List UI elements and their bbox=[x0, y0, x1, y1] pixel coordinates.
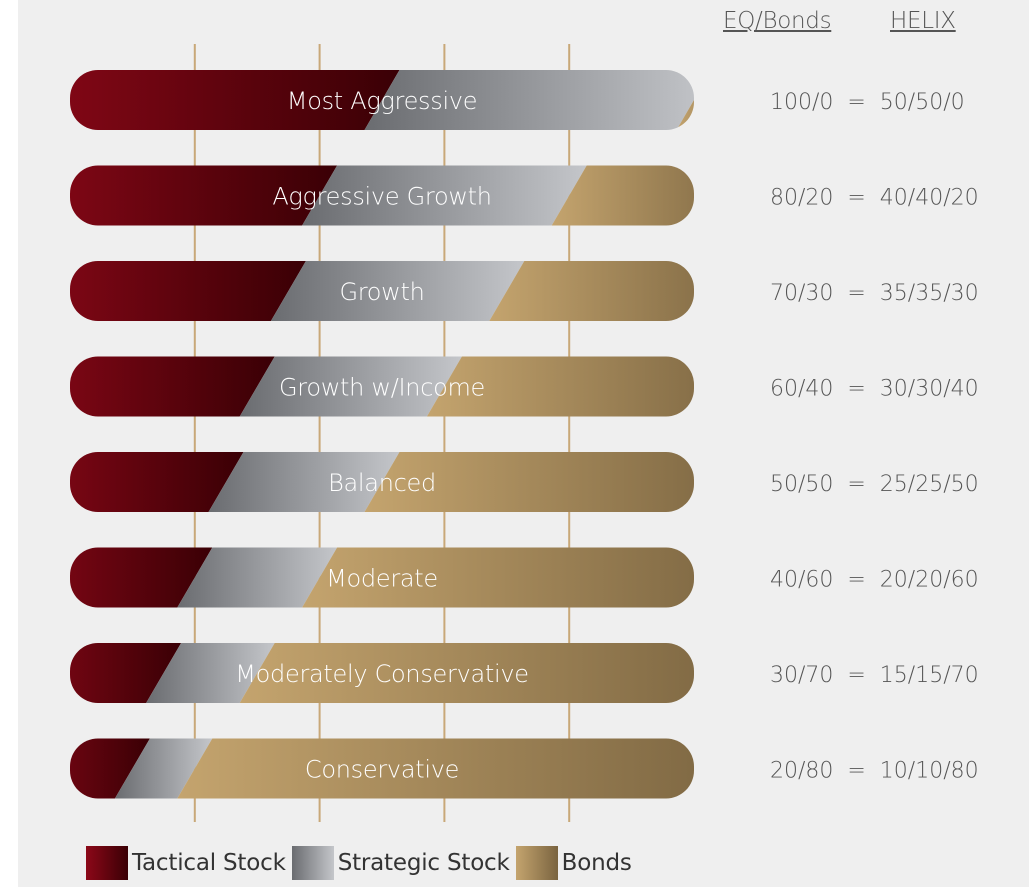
strategic-segment bbox=[364, 70, 694, 130]
header-helix: HELIX bbox=[890, 8, 956, 34]
strategic-segment bbox=[239, 356, 462, 417]
bar-label: Balanced bbox=[328, 469, 436, 497]
bonds-segment bbox=[364, 452, 694, 512]
header-eq-bonds: EQ/Bonds bbox=[723, 8, 832, 34]
bonds-segment bbox=[239, 643, 694, 703]
strategic-segment bbox=[114, 738, 213, 799]
ratio-label: 50/50 = 25/25/50 bbox=[770, 472, 979, 497]
tactical-segment bbox=[70, 261, 306, 321]
legend-label-bonds: Bonds bbox=[561, 850, 632, 876]
allocation-bar: Moderately Conservative 30/70 = 15/15/70 bbox=[70, 643, 979, 703]
strategic-segment bbox=[208, 452, 400, 512]
tactical-segment bbox=[70, 738, 150, 799]
tactical-swatch bbox=[86, 846, 128, 880]
bonds-segment bbox=[551, 165, 694, 226]
bar-label: Most Aggressive bbox=[287, 87, 477, 115]
ratio-label: 60/40 = 30/30/40 bbox=[770, 377, 979, 402]
allocation-bar: Most Aggressive 100/0 = 50/50/0 bbox=[70, 70, 965, 130]
legend-item-strategic: Strategic Stock bbox=[291, 846, 510, 880]
bonds-segment bbox=[177, 738, 694, 799]
strategic-segment bbox=[270, 261, 525, 321]
strategic-segment bbox=[302, 165, 587, 226]
bar-label: Moderately Conservative bbox=[235, 660, 529, 688]
tactical-segment bbox=[70, 70, 400, 130]
allocation-bar: Growth 70/30 = 35/35/30 bbox=[70, 261, 979, 321]
ratio-label: 30/70 = 15/15/70 bbox=[770, 663, 979, 688]
allocation-bar: Conservative 20/80 = 10/10/80 bbox=[70, 738, 979, 799]
strategic-segment bbox=[146, 643, 275, 703]
ratio-label: 20/80 = 10/10/80 bbox=[770, 759, 979, 784]
legend: Tactical Stock Strategic Stock Bonds bbox=[86, 846, 638, 880]
ratio-label: 70/30 = 35/35/30 bbox=[770, 281, 979, 306]
allocation-bar: Growth w/Income 60/40 = 30/30/40 bbox=[70, 356, 979, 417]
bar-label: Growth w/Income bbox=[279, 374, 485, 402]
tactical-segment bbox=[70, 643, 182, 703]
legend-item-tactical: Tactical Stock bbox=[86, 846, 286, 880]
bar-label: Aggressive Growth bbox=[272, 183, 491, 211]
bonds-segment bbox=[489, 261, 694, 321]
chart-panel: Most Aggressive 100/0 = 50/50/0 Aggressive… bbox=[18, 0, 1029, 887]
ratio-label: 40/60 = 20/20/60 bbox=[770, 568, 979, 593]
ratio-label: 100/0 = 50/50/0 bbox=[770, 90, 965, 115]
bonds-segment bbox=[302, 547, 694, 608]
tactical-segment bbox=[70, 452, 244, 512]
ratio-label: 80/20 = 40/40/20 bbox=[770, 186, 979, 211]
bar-label: Growth bbox=[339, 278, 424, 306]
legend-item-bonds: Bonds bbox=[515, 846, 632, 880]
tactical-segment bbox=[70, 165, 338, 226]
allocation-bar: Moderate 40/60 = 20/20/60 bbox=[70, 547, 979, 608]
legend-label-strategic: Strategic Stock bbox=[337, 850, 510, 876]
tactical-segment bbox=[70, 547, 213, 608]
bonds-swatch bbox=[515, 846, 558, 880]
strategic-swatch bbox=[291, 846, 334, 880]
strategic-segment bbox=[177, 547, 338, 608]
bonds-segment bbox=[426, 356, 694, 417]
allocation-bar: Balanced 50/50 = 25/25/50 bbox=[70, 452, 979, 512]
bar-label: Moderate bbox=[326, 565, 438, 593]
legend-label-tactical: Tactical Stock bbox=[132, 850, 286, 876]
tactical-segment bbox=[70, 356, 275, 417]
bar-label: Conservative bbox=[305, 756, 459, 784]
allocation-bar: Aggressive Growth 80/20 = 40/40/20 bbox=[70, 165, 979, 226]
allocation-chart: Most Aggressive 100/0 = 50/50/0 Aggressive… bbox=[70, 44, 979, 822]
